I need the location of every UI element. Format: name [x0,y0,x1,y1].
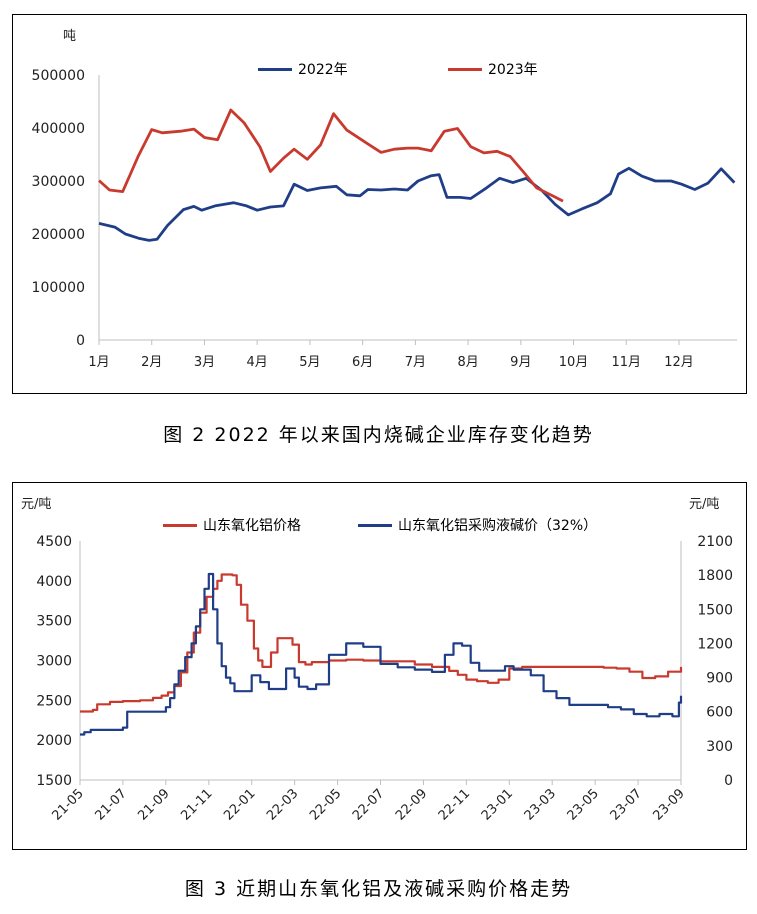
inventory-chart-frame: 吨 2022年 2023年 0 100000 200000 300000 400000 5… [12,14,747,394]
price-left-unit: 元/吨 [21,497,52,512]
y-tick-label: 0 [76,333,85,349]
x-tick-label: 4月 [247,355,268,370]
left-tick-label: 2000 [36,733,72,749]
x-tick-label: 22-09 [393,786,430,823]
x-tick-label: 7月 [405,355,426,370]
right-tick-label: 600 [706,705,733,721]
legend-swatch-caustic [358,523,392,527]
x-tick-label: 22-03 [264,786,301,823]
price-caption: 图 3 近期山东氧化铝及液碱采购价格走势 [184,878,573,900]
x-tick-label: 23-01 [479,786,516,823]
price-chart-frame: 元/吨 元/吨 山东氧化铝价格 山东氧化铝采购液碱价（32%） 1500 2000… [12,482,747,850]
y-tick-label: 200000 [32,227,85,243]
right-tick-label: 300 [706,739,733,755]
inventory-legend-2023: 2023年 [448,59,538,79]
x-tick-label: 22-05 [307,786,344,823]
x-tick-label: 22-01 [221,786,258,823]
y-tick-label: 500000 [32,68,85,84]
x-tick-label: 5月 [299,355,320,370]
price-plot: 1500 2000 2500 3000 3500 4000 4500 0 300 600 900 12… [36,534,733,824]
left-tick-label: 3000 [36,654,72,670]
right-tick-label: 1500 [697,602,733,618]
x-tick-label: 21-11 [178,786,215,823]
y-tick-label: 400000 [32,121,85,137]
left-tick-label: 3500 [36,614,72,630]
x-tick-label: 12月 [664,355,694,370]
legend-swatch-2022 [258,67,292,71]
x-tick-label: 23-09 [651,786,688,823]
x-tick-label: 2月 [141,355,162,370]
x-tick-label: 9月 [510,355,531,370]
x-tick-label: 22-07 [350,786,387,823]
left-tick-label: 4500 [36,534,72,550]
x-tick-label: 1月 [88,355,109,370]
series-line-2023 [98,108,564,203]
inventory-legend-2022: 2022年 [258,59,348,79]
x-tick-label: 21-07 [92,786,129,823]
price-legend-caustic: 山东氧化铝采购液碱价（32%） [358,515,597,535]
y-tick-label: 300000 [32,174,85,190]
legend-swatch-2023 [448,67,482,71]
right-tick-label: 1800 [697,568,733,584]
y-tick-label: 100000 [32,280,85,296]
left-tick-label: 4000 [36,574,72,590]
caustic-soda-price-line [80,572,683,736]
inventory-plot: 0 100000 200000 300000 400000 500000 1月 2月 3月 4月 5… [32,68,737,370]
x-tick-label: 6月 [352,355,373,370]
legend-label-2023: 2023年 [488,62,538,78]
right-tick-label: 1200 [697,636,733,652]
legend-label-2022: 2022年 [298,62,348,78]
legend-label-caustic: 山东氧化铝采购液碱价（32%） [398,518,598,534]
x-tick-label: 8月 [457,355,478,370]
x-tick-label: 10月 [559,355,589,370]
x-tick-label: 23-05 [565,786,602,823]
alumina-price-line [80,573,683,713]
x-tick-label: 23-03 [522,786,559,823]
inventory-y-unit: 吨 [63,29,77,44]
left-tick-label: 2500 [36,693,72,709]
x-tick-label: 23-07 [608,786,645,823]
x-tick-label: 11月 [611,355,641,370]
legend-label-alumina: 山东氧化铝价格 [203,518,301,534]
left-tick-label: 1500 [36,773,72,789]
x-tick-label: 22-11 [436,786,473,823]
x-tick-label: 21-09 [135,786,172,823]
right-tick-label: 2100 [697,534,733,550]
series-line-2022 [98,166,736,242]
x-tick-label: 3月 [194,355,215,370]
right-tick-label: 900 [706,671,733,687]
right-tick-label: 0 [724,773,733,789]
legend-swatch-alumina [163,523,197,527]
x-tick-label: 21-05 [50,786,87,823]
inventory-caption: 图 2 2022 年以来国内烧碱企业库存变化趋势 [163,424,594,446]
price-right-unit: 元/吨 [689,497,720,512]
price-legend-alumina: 山东氧化铝价格 [163,515,301,535]
